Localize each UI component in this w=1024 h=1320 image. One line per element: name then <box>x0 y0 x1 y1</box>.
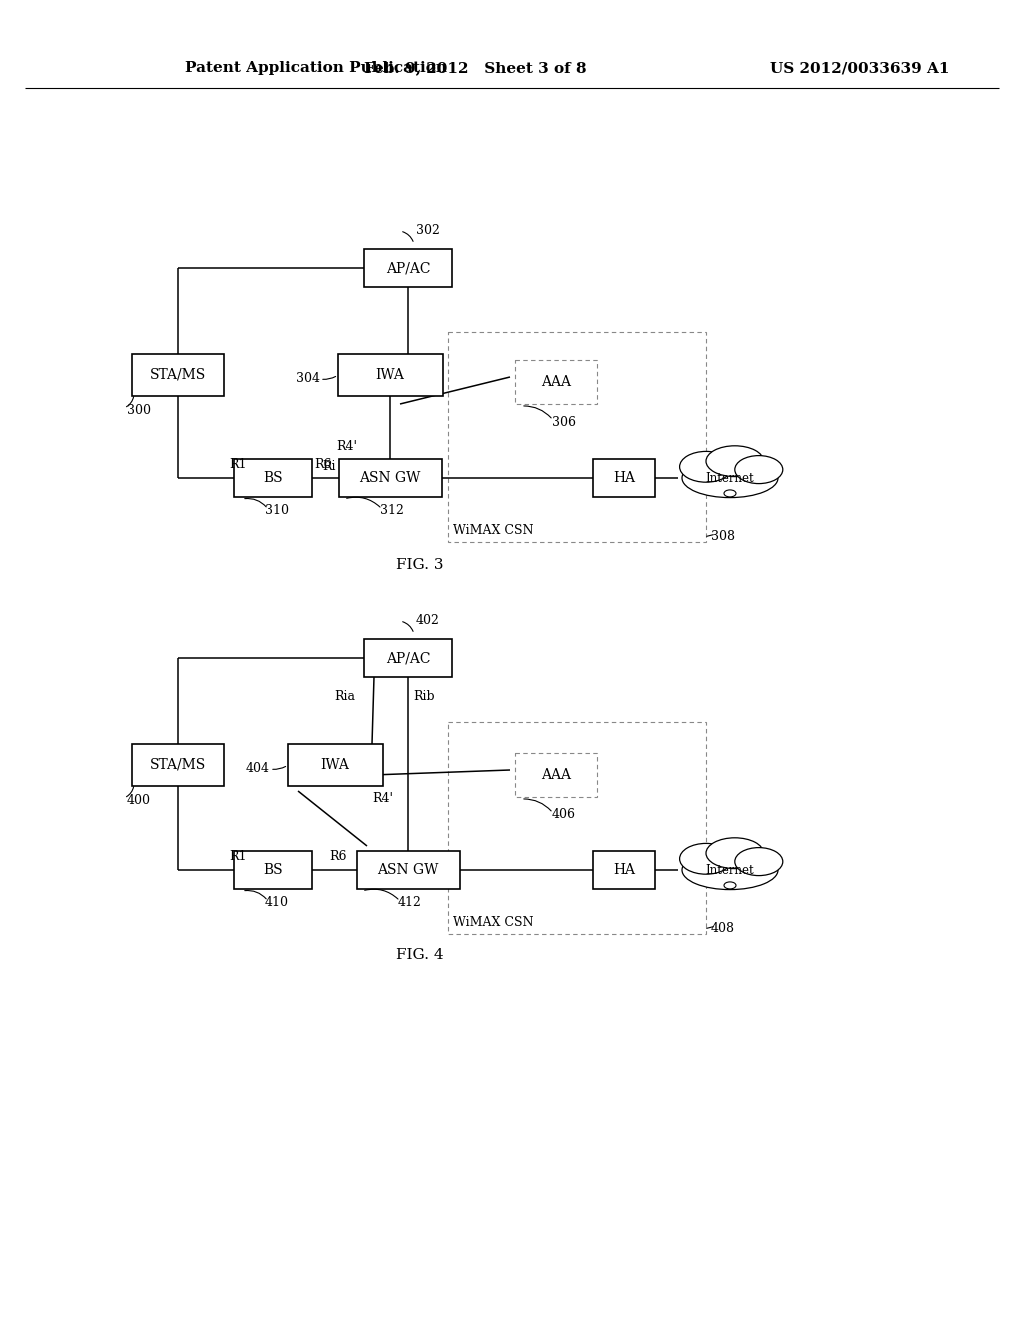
Bar <box>593 851 655 888</box>
Ellipse shape <box>680 451 732 482</box>
Bar <box>364 639 452 677</box>
Text: AP/AC: AP/AC <box>386 651 430 665</box>
Text: FIG. 3: FIG. 3 <box>396 558 443 572</box>
Text: 302: 302 <box>416 224 440 238</box>
Text: ASN GW: ASN GW <box>377 863 438 876</box>
Text: BS: BS <box>263 471 283 484</box>
Bar <box>234 851 312 888</box>
Text: BS: BS <box>263 863 283 876</box>
Text: R4': R4' <box>372 792 393 804</box>
Text: 408: 408 <box>711 923 735 936</box>
Bar <box>132 354 224 396</box>
Text: 402: 402 <box>416 615 440 627</box>
Bar <box>357 851 460 888</box>
Text: 404: 404 <box>246 763 270 776</box>
Ellipse shape <box>706 838 764 869</box>
Ellipse shape <box>735 455 782 483</box>
Text: 310: 310 <box>265 504 289 517</box>
Bar <box>339 459 442 498</box>
Text: STA/MS: STA/MS <box>150 758 206 772</box>
Text: R4': R4' <box>336 441 357 454</box>
Text: WiMAX CSN: WiMAX CSN <box>453 524 534 537</box>
Text: AAA: AAA <box>541 375 571 389</box>
Ellipse shape <box>680 843 732 874</box>
Text: US 2012/0033639 A1: US 2012/0033639 A1 <box>770 61 950 75</box>
Text: R6: R6 <box>314 458 332 470</box>
Bar <box>593 459 655 498</box>
Text: 412: 412 <box>398 896 422 909</box>
Text: Ri: Ri <box>323 459 336 473</box>
Bar <box>234 459 312 498</box>
Text: WiMAX CSN: WiMAX CSN <box>453 916 534 929</box>
Text: 304: 304 <box>296 372 319 385</box>
Text: 312: 312 <box>380 504 403 517</box>
Ellipse shape <box>735 847 782 875</box>
Bar <box>515 360 597 404</box>
Text: AAA: AAA <box>541 768 571 781</box>
Bar <box>449 722 706 935</box>
Ellipse shape <box>724 490 736 496</box>
Text: IWA: IWA <box>321 758 349 772</box>
Ellipse shape <box>706 446 764 477</box>
Text: ASN GW: ASN GW <box>359 471 421 484</box>
Text: R6: R6 <box>329 850 346 862</box>
Ellipse shape <box>724 882 736 888</box>
Text: 410: 410 <box>265 896 289 909</box>
Bar <box>364 249 452 286</box>
Text: Patent Application Publication: Patent Application Publication <box>185 61 447 75</box>
Text: FIG. 4: FIG. 4 <box>396 948 443 962</box>
Text: IWA: IWA <box>376 368 404 381</box>
Bar <box>338 354 443 396</box>
Text: 308: 308 <box>711 531 735 544</box>
Text: 300: 300 <box>127 404 151 417</box>
Bar <box>132 744 224 785</box>
Text: STA/MS: STA/MS <box>150 368 206 381</box>
Text: 406: 406 <box>552 808 575 821</box>
Text: AP/AC: AP/AC <box>386 261 430 275</box>
Text: Feb. 9, 2012   Sheet 3 of 8: Feb. 9, 2012 Sheet 3 of 8 <box>364 61 587 75</box>
Text: 306: 306 <box>552 416 575 429</box>
Text: R1: R1 <box>229 458 247 470</box>
Text: HA: HA <box>613 471 635 484</box>
Text: 400: 400 <box>127 793 151 807</box>
Text: Internet: Internet <box>706 471 755 484</box>
Text: HA: HA <box>613 863 635 876</box>
Bar <box>288 744 383 785</box>
Text: Ria: Ria <box>334 690 355 704</box>
Ellipse shape <box>682 850 778 890</box>
Text: R1: R1 <box>229 850 247 862</box>
Text: Internet: Internet <box>706 863 755 876</box>
Text: Rib: Rib <box>413 690 434 704</box>
Bar <box>449 333 706 543</box>
Bar <box>515 752 597 797</box>
Ellipse shape <box>682 458 778 498</box>
